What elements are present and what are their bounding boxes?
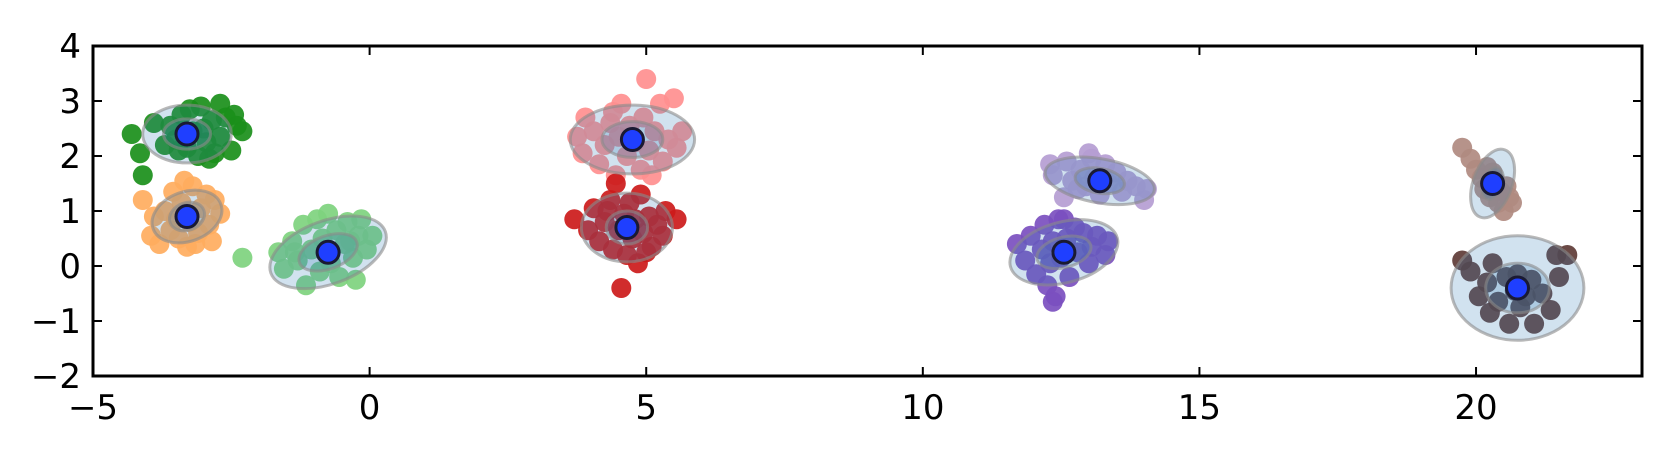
data-point [611, 278, 632, 298]
data-point [572, 143, 593, 164]
cluster-center [174, 121, 200, 147]
data-point [201, 231, 222, 252]
data-point [666, 137, 687, 158]
data-point [564, 209, 585, 230]
data-point [132, 165, 153, 186]
cluster-center [619, 127, 645, 152]
data-point [351, 209, 372, 230]
y-tick-label: 3 [59, 82, 81, 122]
y-tick-label: 0 [59, 247, 81, 287]
data-point [329, 267, 350, 287]
axis-tick-labels: −5 0 5 10 15 20 −2 −1 0 1 2 3 4 [31, 27, 1498, 428]
cluster-3 [232, 203, 383, 296]
data-point [224, 104, 245, 125]
data-point [296, 275, 316, 296]
x-tick-label: 20 [1454, 388, 1497, 428]
cluster-center [1087, 168, 1113, 194]
data-point [672, 121, 693, 142]
cluster-center [614, 215, 640, 240]
x-tick-label: 5 [635, 388, 657, 428]
data-point [1549, 267, 1569, 287]
data-point [362, 225, 383, 246]
data-point [1499, 313, 1520, 334]
cluster-center [1480, 171, 1506, 196]
x-tick-label: 0 [359, 388, 381, 428]
y-tick-label: −1 [31, 302, 81, 342]
data-point [1015, 250, 1036, 271]
data-point [663, 88, 684, 109]
data-point [174, 170, 195, 191]
data-point [232, 247, 253, 268]
cluster-center [1051, 239, 1077, 265]
data-point [1540, 300, 1561, 320]
x-tick-label: 15 [1178, 388, 1221, 428]
data-point [132, 190, 153, 210]
data-point [1067, 179, 1088, 199]
data-point [130, 143, 150, 164]
data-point [605, 173, 626, 194]
data-point [340, 231, 361, 252]
data-point [1042, 291, 1063, 312]
plot-area [121, 69, 1586, 342]
data-point [1098, 231, 1119, 252]
y-tick-label: 1 [59, 192, 81, 232]
data-point [232, 121, 253, 142]
data-point [636, 69, 657, 89]
cluster-center [174, 204, 200, 229]
data-point [1524, 313, 1545, 334]
x-tick-label: −5 [68, 388, 118, 428]
data-point [210, 126, 231, 147]
y-tick-label: −2 [31, 357, 81, 397]
cluster-center [315, 239, 341, 265]
x-tick-label: 10 [901, 388, 944, 428]
axis-ticks [92, 45, 1642, 377]
data-point [1460, 261, 1481, 282]
data-point [1493, 201, 1514, 221]
data-point [121, 124, 142, 144]
y-tick-label: 2 [59, 137, 81, 177]
data-point [1479, 302, 1500, 323]
data-point [1053, 209, 1074, 230]
y-tick-label: 4 [59, 27, 81, 67]
data-point [345, 269, 366, 290]
cluster-center [1505, 275, 1530, 301]
data-point [583, 121, 604, 142]
